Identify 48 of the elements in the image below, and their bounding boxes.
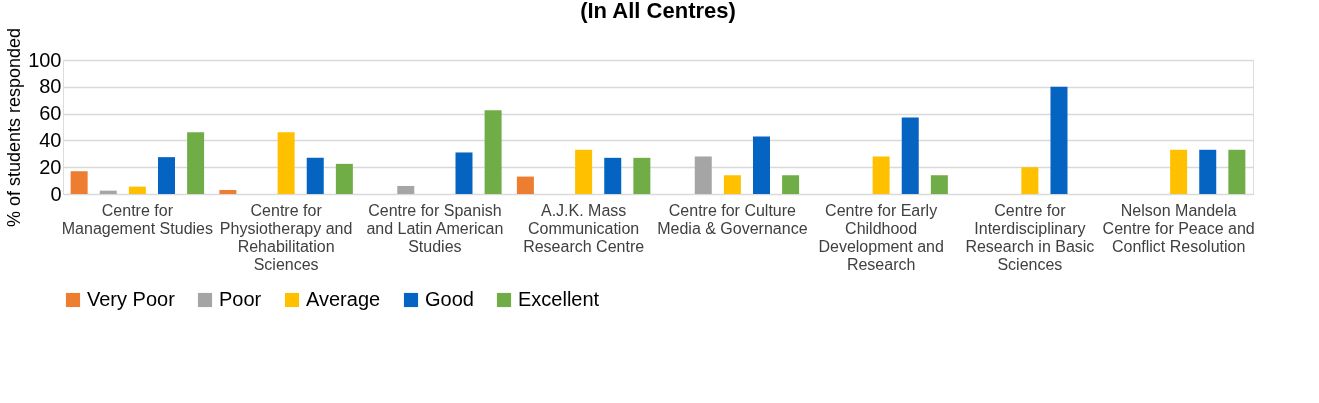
x-tick-label: Centre for Culture Media & Governance xyxy=(657,201,808,237)
x-tick-label: Centre for Spanish and Latin American Studies xyxy=(366,201,504,255)
bar xyxy=(157,157,175,194)
legend-label: Poor xyxy=(219,288,262,310)
x-tick-label: A.J.K. Mass Communication Research Centre xyxy=(523,201,645,255)
bar xyxy=(1170,149,1188,194)
bar xyxy=(1050,86,1068,194)
y-tick-label: 20 xyxy=(39,155,62,178)
bar xyxy=(1228,149,1246,194)
bar xyxy=(277,132,295,194)
bar xyxy=(516,176,534,194)
bar xyxy=(219,189,237,194)
y-tick-label: 100 xyxy=(28,48,62,71)
bar xyxy=(723,175,741,194)
bar xyxy=(604,157,622,194)
y-tick-label: 40 xyxy=(39,128,62,151)
y-tick-label: 80 xyxy=(39,75,62,98)
bar xyxy=(694,156,712,194)
bar xyxy=(187,132,205,194)
bar xyxy=(455,152,473,194)
x-tick-label: Centre for Physiotherapy and Rehabilitation Sciences xyxy=(219,201,353,273)
bar xyxy=(782,175,800,194)
legend-label: Excellent xyxy=(518,288,600,310)
x-tick-label: Nelson Mandela Centre for Peace and Conflict Resolution xyxy=(1102,201,1255,255)
bar xyxy=(484,110,502,194)
bar xyxy=(335,163,353,194)
legend-label: Average xyxy=(306,288,381,310)
bar xyxy=(70,171,88,194)
x-tick-label: Centre for Interdisciplinary Research in Basic Sciences xyxy=(965,201,1095,273)
bar xyxy=(128,186,146,194)
bar xyxy=(575,149,593,194)
bar xyxy=(930,175,948,194)
legend-label: Good xyxy=(425,288,474,310)
y-axis-title: % of students responded xyxy=(4,27,25,228)
bar xyxy=(633,157,651,194)
y-tick-label: 0 xyxy=(50,182,62,205)
bar xyxy=(872,156,890,194)
bar xyxy=(1021,167,1039,194)
y-tick-label: 60 xyxy=(39,102,62,125)
bar xyxy=(306,157,324,194)
x-tick-label: Centre for Management Studies xyxy=(61,201,213,237)
bar xyxy=(397,185,415,194)
legend-label: Very Poor xyxy=(87,288,176,310)
bar xyxy=(901,117,919,194)
x-tick-label: Centre for Early Childhood Development and Research xyxy=(818,201,944,273)
chart-title: (In All Centres) xyxy=(580,0,736,24)
bar xyxy=(752,136,770,194)
bar xyxy=(1199,149,1217,194)
